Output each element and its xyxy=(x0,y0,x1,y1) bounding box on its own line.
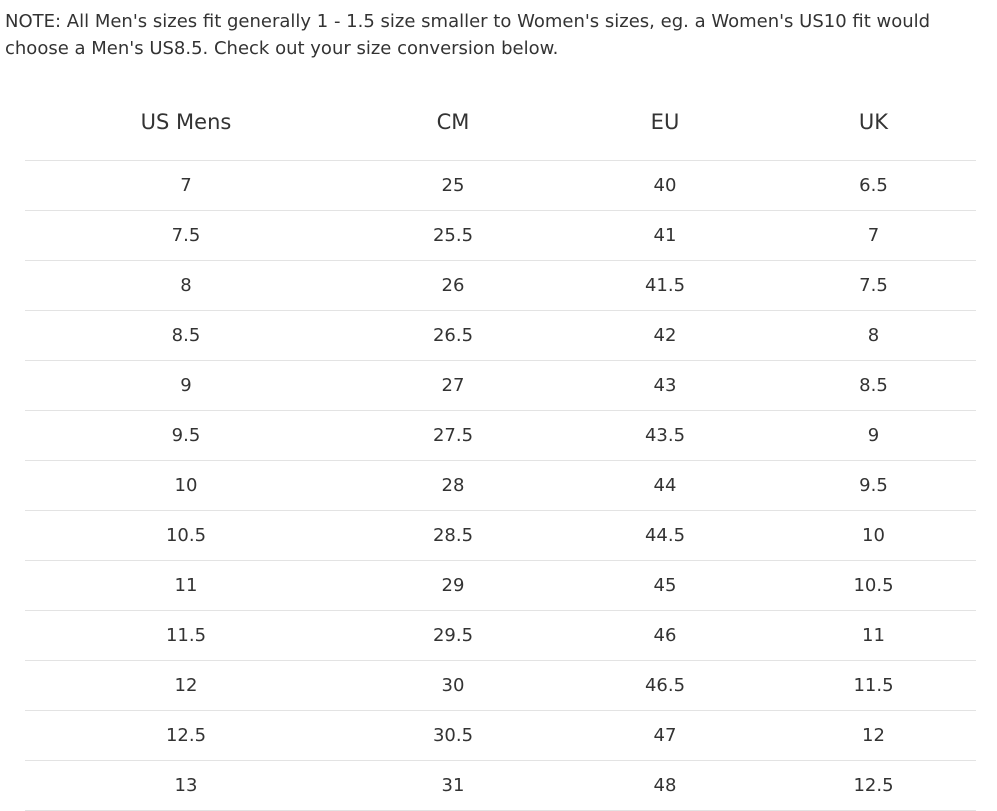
cell-eu: 43 xyxy=(559,360,771,411)
cell-uk: 6.5 xyxy=(771,160,976,211)
cell-uk: 10 xyxy=(771,510,976,561)
cell-cm: 27.5 xyxy=(347,410,559,461)
cell-eu: 44 xyxy=(559,460,771,511)
cell-us-mens: 9 xyxy=(25,360,347,411)
cell-us-mens: 8 xyxy=(25,260,347,311)
cell-eu: 42 xyxy=(559,310,771,361)
cell-cm: 28 xyxy=(347,460,559,511)
cell-uk: 11 xyxy=(771,610,976,661)
cell-uk: 7.5 xyxy=(771,260,976,311)
header-eu: EU xyxy=(559,84,771,161)
cell-eu: 43.5 xyxy=(559,410,771,461)
table-row: 7 25 40 6.5 xyxy=(25,160,976,211)
cell-us-mens: 7.5 xyxy=(25,210,347,261)
cell-us-mens: 11 xyxy=(25,560,347,611)
cell-us-mens: 8.5 xyxy=(25,310,347,361)
table-row: 11 29 45 10.5 xyxy=(25,560,976,611)
cell-us-mens: 7 xyxy=(25,160,347,211)
cell-cm: 29 xyxy=(347,560,559,611)
cell-us-mens: 10 xyxy=(25,460,347,511)
table-row: 9.5 27.5 43.5 9 xyxy=(25,410,976,461)
cell-us-mens: 12.5 xyxy=(25,710,347,761)
header-cm: CM xyxy=(347,84,559,161)
cell-cm: 27 xyxy=(347,360,559,411)
table-row: 12.5 30.5 47 12 xyxy=(25,710,976,761)
cell-eu: 45 xyxy=(559,560,771,611)
cell-eu: 46 xyxy=(559,610,771,661)
cell-uk: 12 xyxy=(771,710,976,761)
cell-eu: 40 xyxy=(559,160,771,211)
cell-eu: 41.5 xyxy=(559,260,771,311)
table-header-row: US Mens CM EU UK xyxy=(25,84,976,161)
cell-us-mens: 13 xyxy=(25,760,347,811)
cell-uk: 10.5 xyxy=(771,560,976,611)
cell-cm: 26.5 xyxy=(347,310,559,361)
cell-cm: 26 xyxy=(347,260,559,311)
table-body: 7 25 40 6.5 7.5 25.5 41 7 8 26 41.5 7.5 8.5 26.5 42 8 9 2… xyxy=(25,160,976,811)
cell-us-mens: 12 xyxy=(25,660,347,711)
cell-eu: 47 xyxy=(559,710,771,761)
cell-us-mens: 11.5 xyxy=(25,610,347,661)
table-row: 11.5 29.5 46 11 xyxy=(25,610,976,661)
cell-cm: 31 xyxy=(347,760,559,811)
cell-eu: 48 xyxy=(559,760,771,811)
cell-eu: 46.5 xyxy=(559,660,771,711)
table-row: 7.5 25.5 41 7 xyxy=(25,210,976,261)
table-row: 13 31 48 12.5 xyxy=(25,760,976,811)
cell-uk: 11.5 xyxy=(771,660,976,711)
cell-uk: 9 xyxy=(771,410,976,461)
cell-cm: 30 xyxy=(347,660,559,711)
table-row: 8.5 26.5 42 8 xyxy=(25,310,976,361)
cell-uk: 9.5 xyxy=(771,460,976,511)
cell-uk: 8 xyxy=(771,310,976,361)
cell-cm: 25 xyxy=(347,160,559,211)
size-note: NOTE: All Men's sizes fit generally 1 - … xyxy=(5,11,931,59)
cell-cm: 29.5 xyxy=(347,610,559,661)
cell-eu: 44.5 xyxy=(559,510,771,561)
table-row: 9 27 43 8.5 xyxy=(25,360,976,411)
table-row: 10 28 44 9.5 xyxy=(25,460,976,511)
cell-cm: 30.5 xyxy=(347,710,559,761)
cell-us-mens: 10.5 xyxy=(25,510,347,561)
size-conversion-table: US Mens CM EU UK 7 25 40 6.5 7.5 25.5 41 7 8 26 41… xyxy=(25,84,976,811)
cell-uk: 8.5 xyxy=(771,360,976,411)
cell-us-mens: 9.5 xyxy=(25,410,347,461)
cell-cm: 25.5 xyxy=(347,210,559,261)
table-row: 12 30 46.5 11.5 xyxy=(25,660,976,711)
cell-eu: 41 xyxy=(559,210,771,261)
cell-uk: 7 xyxy=(771,210,976,261)
table-row: 8 26 41.5 7.5 xyxy=(25,260,976,311)
header-uk: UK xyxy=(771,84,976,161)
header-us-mens: US Mens xyxy=(25,84,347,161)
table-row: 10.5 28.5 44.5 10 xyxy=(25,510,976,561)
cell-cm: 28.5 xyxy=(347,510,559,561)
cell-uk: 12.5 xyxy=(771,760,976,811)
